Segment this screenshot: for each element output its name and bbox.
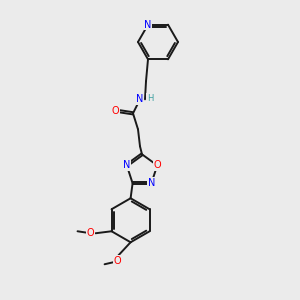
Text: N: N: [148, 178, 155, 188]
Text: O: O: [111, 106, 119, 116]
Text: O: O: [153, 160, 161, 170]
Text: N: N: [144, 20, 152, 30]
Text: O: O: [87, 228, 94, 238]
Text: O: O: [114, 256, 122, 266]
Text: H: H: [147, 94, 153, 103]
Text: N: N: [123, 160, 130, 170]
Text: N: N: [136, 94, 144, 104]
